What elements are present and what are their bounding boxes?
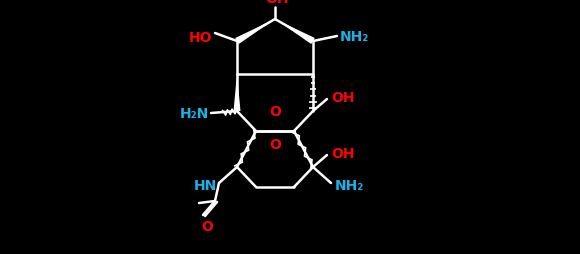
Text: OH: OH (265, 0, 289, 6)
Text: NH₂: NH₂ (335, 178, 364, 192)
Text: OH: OH (331, 91, 354, 105)
Text: HN: HN (194, 178, 217, 192)
Text: O: O (269, 137, 281, 151)
Text: HO: HO (188, 31, 212, 45)
Polygon shape (234, 75, 241, 112)
Text: O: O (201, 219, 213, 233)
Text: O: O (269, 105, 281, 119)
Text: NH₂: NH₂ (340, 30, 369, 44)
Text: OH: OH (331, 146, 354, 160)
Polygon shape (275, 20, 315, 45)
Text: H₂N: H₂N (180, 107, 209, 121)
Polygon shape (235, 20, 275, 45)
